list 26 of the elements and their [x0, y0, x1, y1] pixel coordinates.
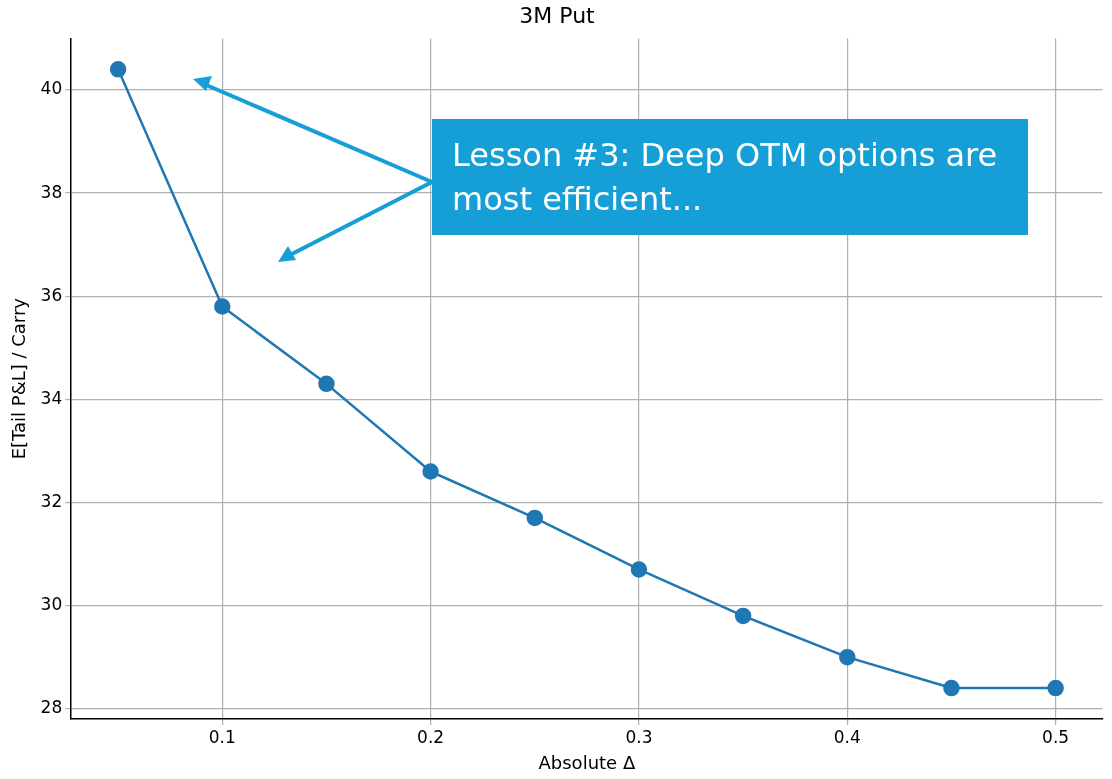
point [318, 375, 335, 393]
point [734, 607, 752, 625]
point [1047, 679, 1064, 697]
point [214, 298, 231, 315]
point [526, 509, 544, 527]
y-tick-label: 38 [40, 181, 63, 202]
y-axis-title: E[Tail P&L] / Carry [8, 297, 30, 460]
x-tick-label: 0.1 [208, 726, 236, 747]
y-tick-label: 34 [40, 387, 63, 408]
y-tick-label: 36 [40, 284, 63, 305]
point [109, 61, 127, 78]
y-tick-label: 30 [40, 593, 63, 614]
x-tick-label: 0.3 [625, 726, 653, 747]
point [630, 561, 648, 578]
point [943, 679, 960, 697]
point [839, 648, 856, 666]
y-tick-label: 40 [40, 78, 63, 99]
annotation: Lesson #3: Deep OTM options are most efficient... [432, 119, 1028, 235]
chart-title: 3M Put [519, 2, 596, 28]
x-tick-label: 0.5 [1042, 726, 1070, 747]
y-tick-label: 28 [40, 697, 63, 718]
y-tick-label: 32 [40, 490, 63, 511]
x-tick-label: 0.4 [833, 726, 861, 747]
x-axis-title: Absolute Δ [538, 751, 636, 773]
x-tick-label: 0.2 [417, 726, 445, 747]
point [422, 463, 439, 480]
